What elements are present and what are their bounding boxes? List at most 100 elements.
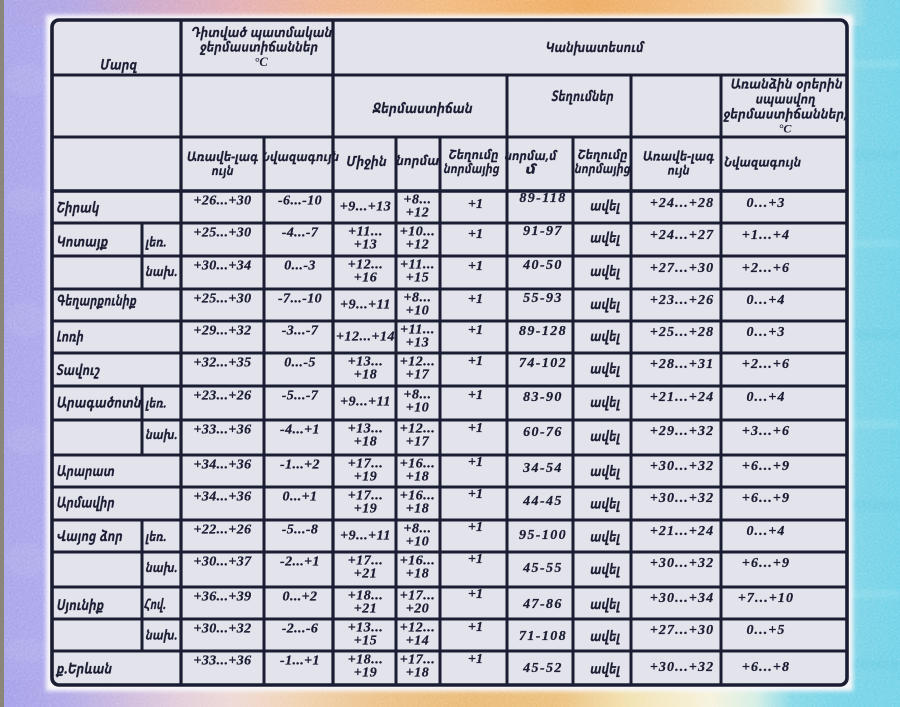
svg-text:+18: +18 [406,666,429,681]
svg-text:+16: +16 [354,271,377,286]
svg-text:+18: +18 [354,368,377,383]
svg-text:°C: °C [779,122,793,136]
svg-text:+12...: +12... [400,422,435,437]
svg-text:+13...: +13... [348,355,383,370]
svg-text:0...-3: 0...-3 [284,259,316,274]
svg-text:0...+4: 0...+4 [746,293,785,308]
svg-text:+19: +19 [354,470,377,485]
svg-text:+33...+36: +33...+36 [193,654,251,669]
svg-text:+30...+32: +30...+32 [193,622,251,637]
svg-text:-3...-7: -3...-7 [282,324,319,339]
svg-text:+17...: +17... [348,457,383,472]
svg-text:+1: +1 [468,520,483,535]
svg-text:+17...: +17... [400,653,435,668]
svg-text:+12...: +12... [400,355,435,370]
svg-text:+9...+11: +9...+11 [340,395,391,410]
svg-text:+21...+24: +21...+24 [650,524,714,539]
svg-text:0...+2: 0...+2 [283,590,318,605]
svg-text:-1...+2: -1...+2 [280,458,320,473]
svg-text:+6...+8: +6...+8 [742,660,790,675]
svg-text:+34...+36: +34...+36 [193,490,251,505]
svg-text:+7...+10: +7...+10 [738,591,794,606]
svg-text:+13: +13 [406,336,429,351]
svg-text:+32...+35: +32...+35 [193,356,251,371]
svg-text:0...+3: 0...+3 [746,325,785,340]
svg-text:+25...+30: +25...+30 [193,226,251,241]
svg-text:+17: +17 [406,368,430,383]
svg-text:+1: +1 [468,587,483,602]
svg-text:-4...-7: -4...-7 [282,226,319,241]
svg-text:+30...+37: +30...+37 [193,555,252,570]
svg-text:+18: +18 [354,435,377,450]
svg-text:-7...-10: -7...-10 [278,292,322,307]
svg-text:+9...+13: +9...+13 [340,200,391,215]
svg-text:+21: +21 [354,567,377,582]
svg-text:+30...+32: +30...+32 [650,459,714,474]
svg-text:+2...+6: +2...+6 [742,357,790,372]
svg-text:+6...+9: +6...+9 [742,556,790,571]
svg-text:+19: +19 [354,666,377,681]
svg-text:+1: +1 [468,354,483,369]
svg-text:+12...+14: +12...+14 [336,330,395,345]
svg-text:44-45: 44-45 [522,494,563,509]
svg-text:+6...+9: +6...+9 [742,459,790,474]
svg-text:+25...+30: +25...+30 [193,292,251,307]
svg-text:+23...+26: +23...+26 [193,389,251,404]
svg-text:+17...: +17... [400,589,435,604]
svg-text:+16...: +16... [400,554,435,569]
svg-text:+33...+36: +33...+36 [193,423,251,438]
svg-text:+13...: +13... [348,422,383,437]
svg-text:+1: +1 [468,323,483,338]
svg-text:0...+1: 0...+1 [283,490,318,505]
svg-text:+25...+28: +25...+28 [650,325,714,340]
svg-text:+18...: +18... [348,589,383,604]
svg-text:+22...+26: +22...+26 [193,523,251,538]
svg-text:0...+4: 0...+4 [746,524,785,539]
svg-text:+12...: +12... [400,621,435,636]
svg-text:45-52: 45-52 [522,661,563,676]
svg-text:+28...+31: +28...+31 [650,357,714,372]
svg-text:+16...: +16... [400,457,435,472]
svg-text:+8...: +8... [404,522,432,537]
svg-text:+2...+6: +2...+6 [742,261,790,276]
svg-text:+1...+4: +1...+4 [742,228,790,243]
svg-text:+18: +18 [406,502,429,517]
svg-text:+30...+34: +30...+34 [193,259,251,274]
svg-text:34-54: 34-54 [522,461,563,476]
svg-text:+9...+11: +9...+11 [340,298,391,313]
svg-text:+6...+9: +6...+9 [742,491,790,506]
svg-text:-6...-10: -6...-10 [278,194,322,209]
svg-text:+14: +14 [406,634,429,649]
svg-text:-5...-7: -5...-7 [282,389,319,404]
svg-text:+15: +15 [354,634,377,649]
svg-text:+1: +1 [468,227,483,242]
svg-text:+12: +12 [406,238,429,253]
svg-text:-2...-6: -2...-6 [282,622,319,637]
svg-text:+29...+32: +29...+32 [193,324,251,339]
svg-text:+21...+24: +21...+24 [650,390,714,405]
svg-text:+18: +18 [406,567,429,582]
svg-text:+30...+32: +30...+32 [650,491,714,506]
svg-text:+10: +10 [406,304,429,319]
svg-text:+17...: +17... [348,489,383,504]
svg-text:89-128: 89-128 [519,324,567,339]
svg-text:+18: +18 [406,470,429,485]
svg-text:+15: +15 [406,271,429,286]
svg-text:+24...+27: +24...+27 [650,228,714,243]
svg-text:+11...: +11... [348,225,383,240]
svg-text:71-108: 71-108 [519,629,567,644]
svg-text:+23...+26: +23...+26 [650,293,714,308]
svg-text:+20: +20 [406,602,429,617]
svg-text:+17...: +17... [348,554,383,569]
svg-text:+1: +1 [468,552,483,567]
svg-text:0...+5: 0...+5 [746,623,785,638]
svg-text:-1...+1: -1...+1 [280,654,320,669]
svg-text:+36...+39: +36...+39 [193,590,251,605]
svg-text:-4...+1: -4...+1 [280,423,320,438]
svg-text:+12: +12 [406,206,429,221]
svg-text:+8...: +8... [404,388,432,403]
svg-text:+27...+30: +27...+30 [650,261,714,276]
svg-text:91-97: 91-97 [523,224,563,239]
svg-text:+13...: +13... [348,621,383,636]
svg-text:0...-5: 0...-5 [284,356,316,371]
